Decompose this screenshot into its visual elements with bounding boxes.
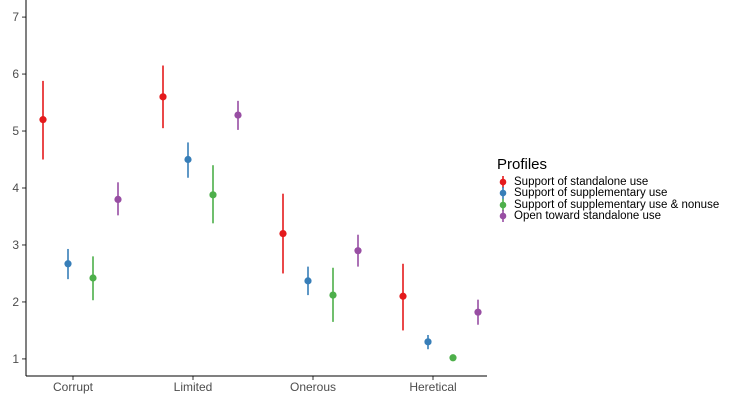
legend-label: Support of standalone use: [514, 175, 649, 188]
legend-label: Support of supplementary use & nonuse: [514, 198, 720, 211]
data-point: [114, 195, 122, 203]
data-point: [304, 277, 312, 285]
data-point: [234, 111, 242, 119]
y-axis-ticks: 1 2 3 4 5 6 7: [12, 10, 26, 366]
legend-key: [499, 187, 507, 200]
data-point: [449, 354, 457, 362]
x-tick-label: Onerous: [290, 380, 336, 394]
data-point: [279, 229, 287, 238]
data-point: [89, 274, 97, 282]
legend-item: Open toward standalone use: [497, 210, 732, 223]
y-tick-label: 7: [12, 10, 19, 24]
legend-key-point: [499, 178, 507, 186]
data-point: [209, 191, 217, 199]
legend: Profiles Support of standalone use Suppor…: [497, 156, 732, 223]
legend-key-point: [499, 201, 507, 209]
x-tick-label: Heretical: [409, 380, 456, 394]
legend-label: Support of supplementary use: [514, 187, 668, 200]
legend-key: [499, 198, 507, 211]
y-tick-label: 3: [12, 238, 19, 252]
data-point: [399, 292, 407, 300]
legend-key: [499, 175, 507, 188]
data-point: [424, 338, 432, 346]
legend-item: Support of supplementary use: [497, 187, 732, 200]
legend-title: Profiles: [497, 156, 548, 173]
legend-item: Support of supplementary use & nonuse: [497, 198, 732, 211]
data-point: [329, 291, 337, 299]
x-tick-label: Corrupt: [53, 380, 94, 394]
data-point: [159, 93, 167, 101]
data-point: [184, 155, 192, 164]
x-tick-label: Limited: [174, 380, 213, 394]
legend-key-point: [499, 212, 507, 220]
y-tick-label: 5: [12, 124, 19, 138]
data-point: [39, 116, 47, 124]
legend-item: Support of standalone use: [497, 175, 732, 188]
y-tick-label: 1: [12, 352, 19, 366]
y-tick-label: 6: [12, 67, 19, 81]
y-tick-label: 2: [12, 295, 19, 309]
data-point: [64, 260, 72, 268]
data-point: [474, 308, 482, 316]
data-point: [354, 247, 362, 255]
legend-items: Support of standalone use Support of supp…: [497, 175, 732, 223]
legend-key-point: [499, 189, 507, 197]
x-axis-ticks: Corrupt Limited Onerous Heretical: [53, 376, 457, 394]
plot-marks: [39, 65, 482, 362]
legend-label: Open toward standalone use: [514, 210, 662, 223]
legend-key: [499, 210, 507, 223]
y-tick-label: 4: [12, 181, 19, 195]
